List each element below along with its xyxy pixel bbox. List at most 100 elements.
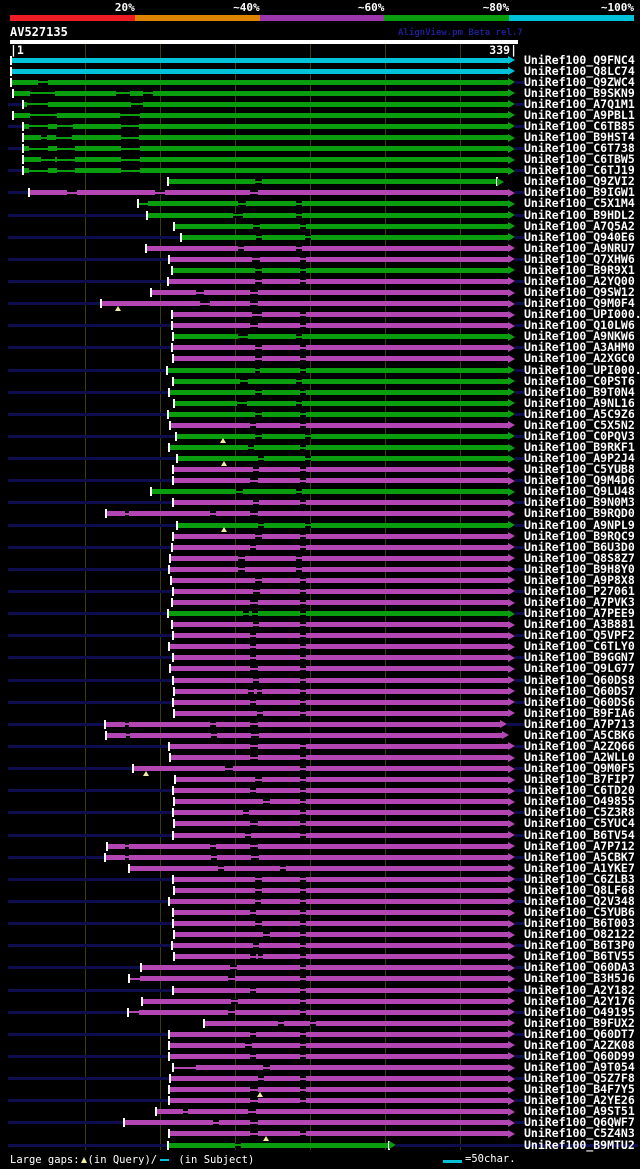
subject-label[interactable]: UniRef100_B9IGW1 <box>524 185 635 200</box>
alignment-row[interactable]: UniRef100_A7P713 <box>0 718 640 730</box>
alignment-bar[interactable] <box>174 223 508 229</box>
alignment-row[interactable]: UniRef100_Q60DT7 <box>0 1028 640 1040</box>
alignment-bar[interactable] <box>168 611 508 617</box>
alignment-row[interactable]: UniRef100_C6TB85 <box>0 120 640 132</box>
alignment-bar[interactable] <box>173 987 508 993</box>
alignment-bar[interactable] <box>172 600 508 605</box>
subject-label[interactable]: UniRef100_C5Z4N3 <box>524 1126 635 1141</box>
alignment-bar[interactable] <box>11 68 508 74</box>
subject-label[interactable]: UniRef100_O49855 <box>524 794 635 809</box>
alignment-row[interactable]: UniRef100_A1YKE7 <box>0 862 640 874</box>
alignment-bar[interactable] <box>172 267 508 273</box>
alignment-row[interactable]: UniRef100_C6TLY0 <box>0 641 640 652</box>
alignment-row[interactable]: UniRef100_B9SKN9 <box>0 87 640 99</box>
alignment-bar[interactable] <box>174 799 508 805</box>
alignment-bar[interactable] <box>173 588 508 594</box>
alignment-row[interactable]: UniRef100_Q8LC74 <box>0 65 640 77</box>
alignment-bar[interactable] <box>29 190 508 196</box>
alignment-bar[interactable] <box>129 865 508 871</box>
alignment-bar[interactable] <box>174 932 508 938</box>
subject-label[interactable]: UniRef100_A2YQ00 <box>524 273 635 288</box>
subject-label[interactable]: UniRef100_B9RKF1 <box>524 440 635 454</box>
subject-label[interactable]: UniRef100_Q8LF68 <box>524 882 635 897</box>
alignment-row[interactable]: UniRef100_A9P2J4 <box>0 451 640 466</box>
alignment-bar[interactable] <box>176 433 508 439</box>
subject-label[interactable]: UniRef100_B9GGN7 <box>524 650 635 665</box>
alignment-bar[interactable] <box>173 334 508 340</box>
subject-label[interactable]: UniRef100_C6TBW5 <box>524 152 635 167</box>
subject-label[interactable]: UniRef100_A5C9Z6 <box>524 406 635 421</box>
subject-label[interactable]: UniRef100_Q2V348 <box>524 893 635 908</box>
subject-label[interactable]: UniRef100_UPI000.. <box>524 362 640 377</box>
alignment-bar[interactable] <box>138 201 508 207</box>
alignment-row[interactable]: UniRef100_Q2V348 <box>0 893 640 908</box>
subject-label[interactable]: UniRef100_B9N0M3 <box>524 495 635 510</box>
alignment-bar[interactable] <box>169 1087 508 1093</box>
alignment-row[interactable]: UniRef100_Q60DS8 <box>0 674 640 686</box>
alignment-row[interactable]: UniRef100_C0PQV3 <box>0 430 640 444</box>
alignment-row[interactable]: UniRef100_A9NL16 <box>0 397 640 409</box>
subject-label[interactable]: UniRef100_B9R9X1 <box>524 262 635 277</box>
subject-label[interactable]: UniRef100_Q9M4D6 <box>524 473 635 488</box>
alignment-row[interactable]: UniRef100_A5CBK7 <box>0 849 640 864</box>
alignment-bar[interactable] <box>151 290 508 295</box>
subject-label[interactable]: UniRef100_B3H5J6 <box>524 971 635 986</box>
subject-label[interactable]: UniRef100_A9P2J4 <box>524 451 635 466</box>
subject-label[interactable]: UniRef100_Q9M0F5 <box>524 761 635 776</box>
alignment-row[interactable]: UniRef100_Q9ZVI2 <box>0 176 640 187</box>
alignment-row[interactable]: UniRef100_Q9SW12 <box>0 286 640 298</box>
alignment-row[interactable]: UniRef100_Q60DS7 <box>0 685 640 697</box>
alignment-row[interactable]: UniRef100_B9IGW1 <box>0 187 640 198</box>
alignment-bar[interactable] <box>169 389 508 395</box>
alignment-row[interactable]: UniRef100_C5Z4N3 <box>0 1126 640 1141</box>
alignment-bar[interactable] <box>23 146 508 152</box>
alignment-row[interactable]: UniRef100_B9T0N4 <box>0 386 640 398</box>
subject-label[interactable]: UniRef100_B6TV55 <box>524 949 635 964</box>
alignment-row[interactable]: UniRef100_B6T3P0 <box>0 939 640 951</box>
alignment-bar[interactable] <box>173 633 508 639</box>
subject-label[interactable]: UniRef100_Q60DA3 <box>524 960 635 975</box>
subject-label[interactable]: UniRef100_A3AHM0 <box>524 340 635 355</box>
subject-label[interactable]: UniRef100_C6ZLB3 <box>524 871 635 886</box>
alignment-bar[interactable] <box>23 157 508 163</box>
alignment-row[interactable]: UniRef100_Q8LF68 <box>0 882 640 897</box>
subject-label[interactable]: UniRef100_A9NRU7 <box>524 240 635 255</box>
alignment-bar[interactable] <box>174 954 508 960</box>
alignment-bar[interactable] <box>173 788 508 794</box>
alignment-row[interactable]: UniRef100_A9NRU7 <box>0 240 640 255</box>
alignment-bar[interactable] <box>173 810 508 816</box>
alignment-bar[interactable] <box>11 57 508 63</box>
alignment-row[interactable]: UniRef100_UPI000.. <box>0 362 640 377</box>
subject-label[interactable]: UniRef100_C5X5N2 <box>524 417 635 432</box>
subject-label[interactable]: UniRef100_Q8S8Z7 <box>524 550 635 565</box>
alignment-row[interactable]: UniRef100_A7PEE9 <box>0 606 640 621</box>
alignment-bar[interactable] <box>142 998 508 1004</box>
alignment-row[interactable]: UniRef100_A2Y176 <box>0 995 640 1007</box>
alignment-row[interactable]: UniRef100_Q9M4D6 <box>0 473 640 488</box>
subject-label[interactable]: UniRef100_A7PEE9 <box>524 606 635 621</box>
alignment-row[interactable]: UniRef100_B9HDL2 <box>0 209 640 221</box>
subject-label[interactable]: UniRef100_A7Q5A2 <box>524 218 635 233</box>
subject-label[interactable]: UniRef100_A5CBK7 <box>524 849 635 864</box>
alignment-bar[interactable] <box>177 456 508 462</box>
subject-label[interactable]: UniRef100_Q9LU48 <box>524 484 635 499</box>
alignment-row[interactable]: UniRef100_B3H5J6 <box>0 973 640 984</box>
subject-label[interactable]: UniRef100_A2Y182 <box>524 982 635 997</box>
subject-label[interactable]: UniRef100_A9P8X8 <box>524 572 635 587</box>
subject-label[interactable]: UniRef100_B9HST4 <box>524 130 635 144</box>
alignment-bar[interactable] <box>173 467 508 473</box>
alignment-row[interactable]: UniRef100_C0PST6 <box>0 375 640 387</box>
alignment-bar[interactable] <box>169 1031 508 1037</box>
subject-label[interactable]: UniRef100_A9NPL9 <box>524 517 635 532</box>
alignment-row[interactable]: UniRef100_B6T003 <box>0 917 640 929</box>
alignment-row[interactable]: UniRef100_Q9M0F4 <box>0 297 640 311</box>
alignment-bar[interactable] <box>169 1098 508 1104</box>
alignment-bar[interactable] <box>174 887 508 893</box>
subject-label[interactable]: UniRef100_C5Z3R8 <box>524 805 635 820</box>
alignment-bar[interactable] <box>174 821 508 827</box>
alignment-row[interactable]: UniRef100_Q60D99 <box>0 1050 640 1062</box>
alignment-row[interactable]: UniRef100_B9MTU2 <box>0 1139 640 1151</box>
subject-label[interactable]: UniRef100_Q940E6 <box>524 229 635 244</box>
alignment-row[interactable]: UniRef100_B9RQC9 <box>0 530 640 542</box>
alignment-row[interactable]: UniRef100_Q9FNC4 <box>0 54 640 66</box>
